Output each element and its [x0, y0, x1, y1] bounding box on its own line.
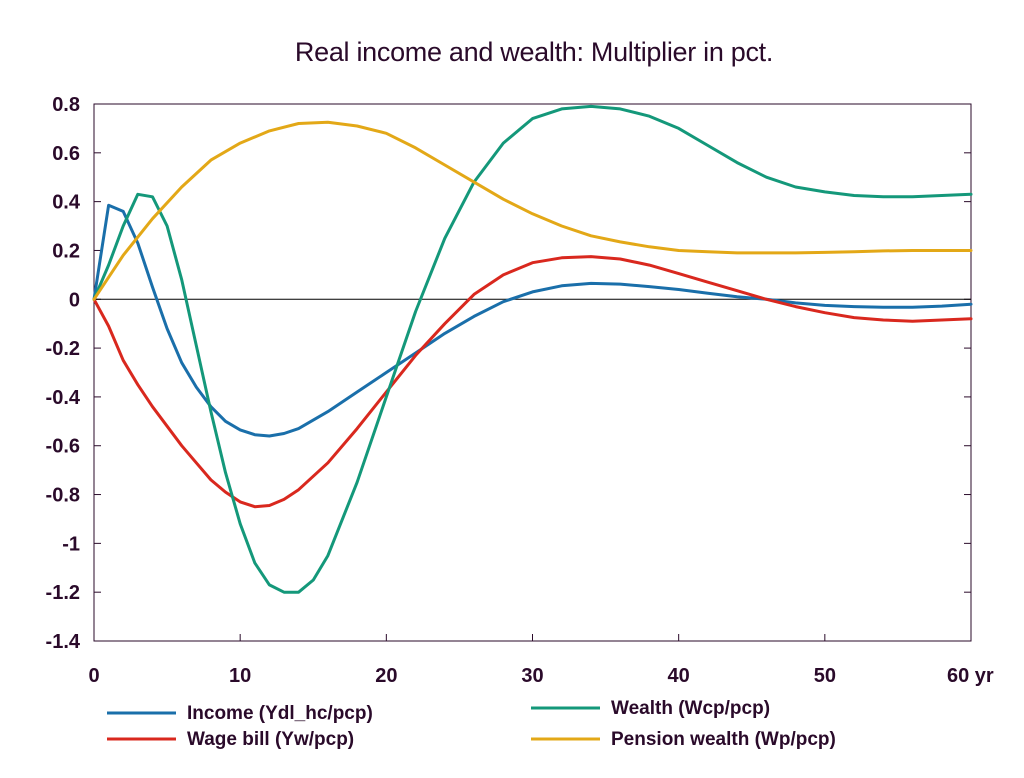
series-line-wage	[92, 255, 973, 509]
y-tick-label: -1.4	[46, 631, 81, 653]
y-tick-label: -0.6	[46, 436, 80, 458]
chart-title: Real income and wealth: Multiplier in pc…	[295, 37, 773, 67]
y-tick-label: -0.2	[46, 338, 80, 360]
x-tick-label: 40	[668, 665, 690, 687]
legend: Income (Ydl_hc/pcp) Wage bill (Yw/pcp) Wea…	[107, 698, 836, 750]
x-tick-label: 10	[229, 665, 251, 687]
series-lines	[92, 104, 973, 594]
y-tick-label: 0	[69, 289, 80, 311]
x-tick-label: 50	[814, 665, 836, 687]
legend-label: Income (Ydl_hc/pcp)	[187, 703, 373, 724]
y-tick-label: 0.2	[52, 240, 80, 262]
y-tick-label: 0.8	[52, 94, 80, 116]
y-tick-label: -1	[62, 533, 80, 555]
series-line-wealth	[92, 104, 973, 594]
y-axis: 0.8 0.6 0.4 0.2 0 -0.2 -0.4 -0.6 -0.8 -1 -1.2 -1.4	[46, 94, 971, 653]
y-tick-label: -1.2	[46, 582, 80, 604]
x-tick-label: 0	[88, 665, 99, 687]
x-tick-label: 60 yr	[947, 665, 994, 687]
y-tick-label: -0.4	[46, 387, 81, 409]
y-tick-label: 0.6	[52, 143, 80, 165]
y-tick-label: -0.8	[46, 485, 80, 507]
x-tick-label: 30	[521, 665, 543, 687]
series-line-income	[92, 203, 973, 438]
y-tick-label: 0.4	[52, 192, 81, 214]
legend-label: Wealth (Wcp/pcp)	[611, 698, 770, 719]
x-tick-label: 20	[375, 665, 397, 687]
plot-frame	[93, 103, 972, 642]
x-axis: 0 10 20 30 40 50 60 yr	[88, 634, 994, 687]
legend-label: Pension wealth (Wp/pcp)	[611, 729, 836, 750]
legend-label: Wage bill (Yw/pcp)	[187, 729, 354, 750]
series-line-pension	[92, 120, 973, 301]
